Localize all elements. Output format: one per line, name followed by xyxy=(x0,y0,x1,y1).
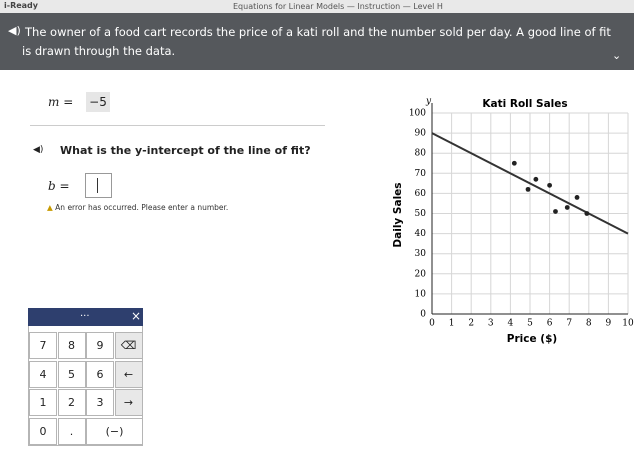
chart-title: Kati Roll Sales xyxy=(482,98,567,110)
x-tick-label: 1 xyxy=(449,319,455,329)
answer-label: b = xyxy=(48,179,70,193)
y-axis-label: Daily Sales xyxy=(392,182,404,247)
y-tick-label: 30 xyxy=(415,249,427,259)
x-tick-label: 7 xyxy=(566,319,572,329)
x-tick-label: 0 xyxy=(429,319,435,329)
y-tick-label: 60 xyxy=(415,189,427,199)
data-point xyxy=(533,176,539,182)
keypad-key[interactable]: ⌫ xyxy=(114,332,143,359)
lesson-title: Equations for Linear Models — Instructio… xyxy=(233,2,443,11)
slope-value: −5 xyxy=(86,92,110,112)
data-point xyxy=(584,211,590,216)
y-tick-label: 70 xyxy=(415,169,427,179)
keypad-key[interactable]: 2 xyxy=(57,389,86,416)
keypad-header: ... × xyxy=(28,308,143,326)
y-tick-label: 0 xyxy=(420,310,426,320)
divider xyxy=(30,125,325,126)
question: What is the y-intercept of the line of f… xyxy=(60,144,311,157)
keypad-key[interactable]: 7 xyxy=(29,332,57,359)
top-bar: i-Ready Equations for Linear Models — In… xyxy=(0,0,634,13)
line-of-fit xyxy=(431,132,629,235)
collapse-icon[interactable]: ⌄ xyxy=(612,49,622,62)
y-tick-label: 20 xyxy=(415,269,427,279)
x-tick-label: 9 xyxy=(606,319,612,329)
data-point xyxy=(564,205,570,210)
keypad-close[interactable]: × xyxy=(131,309,142,323)
x-tick-label: 10 xyxy=(622,319,634,329)
x-tick-label: 6 xyxy=(547,319,553,329)
y-axis-letter: y xyxy=(425,97,432,107)
keypad-key[interactable]: . xyxy=(57,417,86,445)
y-tick-label: 50 xyxy=(415,209,427,219)
audio-icon[interactable]: ◀) xyxy=(8,24,21,37)
logo: i-Ready xyxy=(4,1,38,10)
x-tick-label: 8 xyxy=(586,319,592,329)
x-axis-label: Price ($) xyxy=(507,333,557,345)
x-tick-label: 2 xyxy=(468,319,474,329)
keypad-key[interactable]: (−) xyxy=(86,417,143,445)
error-message: ▲ An error has occurred. Please enter a … xyxy=(47,203,228,212)
y-tick-label: 80 xyxy=(415,149,427,159)
caret xyxy=(97,178,98,193)
keypad-key[interactable]: 4 xyxy=(29,360,57,388)
keypad-key[interactable]: 8 xyxy=(57,332,86,359)
data-point xyxy=(547,182,552,188)
data-point xyxy=(553,209,558,214)
y-tick-label: 100 xyxy=(409,109,426,119)
keypad-menu[interactable]: ... xyxy=(80,308,90,319)
warning-icon: ▲ xyxy=(47,203,53,212)
y-tick-label: 10 xyxy=(415,289,427,299)
data-point xyxy=(525,186,531,192)
audio-icon[interactable]: ◀) xyxy=(33,145,44,155)
slope-label: m = xyxy=(48,95,74,109)
keypad-key[interactable]: → xyxy=(114,389,143,416)
prompt-bar: ◀) The owner of a food cart records the … xyxy=(0,13,634,70)
y-tick-label: 40 xyxy=(415,229,427,239)
error-text: An error has occurred. Please enter a nu… xyxy=(55,203,229,212)
data-point xyxy=(574,195,580,200)
keypad: ... × 7 8 9 ⌫ 4 5 6 ← 1 2 3 → 0. (−) xyxy=(28,308,143,446)
keypad-key[interactable]: 3 xyxy=(86,389,114,416)
answer-input[interactable] xyxy=(85,173,112,198)
keypad-key[interactable]: 9 xyxy=(86,332,114,359)
prompt-text: The owner of a food cart records the pri… xyxy=(22,25,611,58)
data-point xyxy=(511,160,517,166)
y-tick-label: 90 xyxy=(415,129,427,139)
keypad-key[interactable]: 5 xyxy=(57,360,86,388)
x-tick-label: 3 xyxy=(488,319,494,329)
keypad-key[interactable]: 6 xyxy=(86,360,114,388)
x-tick-label: 5 xyxy=(527,319,533,329)
x-tick-label: 4 xyxy=(508,319,514,329)
keypad-key[interactable]: ← xyxy=(114,360,143,388)
keypad-key[interactable]: 0 xyxy=(29,417,57,445)
keypad-key[interactable]: 1 xyxy=(29,389,57,416)
